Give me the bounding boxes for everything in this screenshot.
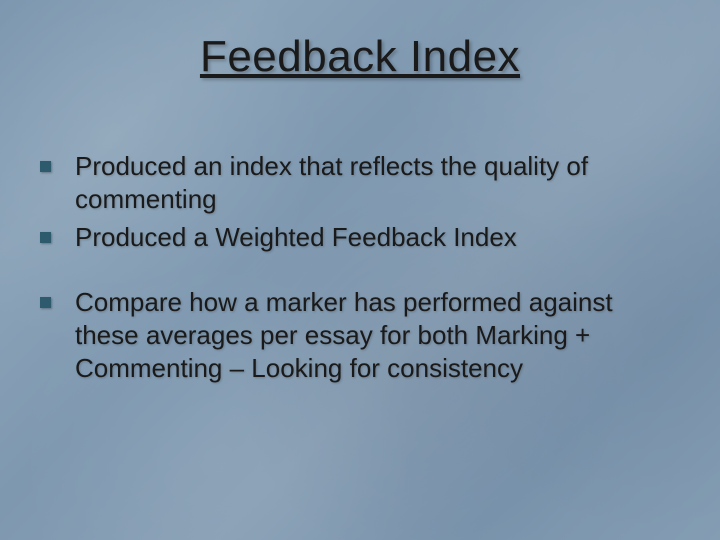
slide-title: Feedback Index — [0, 32, 720, 82]
slide: Feedback Index Produced an index that re… — [0, 0, 720, 540]
spacer — [40, 258, 680, 286]
square-bullet-icon — [40, 232, 51, 243]
slide-content: Produced an index that reflects the qual… — [40, 150, 680, 390]
square-bullet-icon — [40, 161, 51, 172]
square-bullet-icon — [40, 297, 51, 308]
bullet-item: Compare how a marker has performed again… — [40, 286, 680, 386]
bullet-item: Produced an index that reflects the qual… — [40, 150, 680, 217]
bullet-item: Produced a Weighted Feedback Index — [40, 221, 680, 254]
bullet-text: Compare how a marker has performed again… — [75, 286, 680, 386]
bullet-text: Produced an index that reflects the qual… — [75, 150, 680, 217]
bullet-text: Produced a Weighted Feedback Index — [75, 221, 517, 254]
